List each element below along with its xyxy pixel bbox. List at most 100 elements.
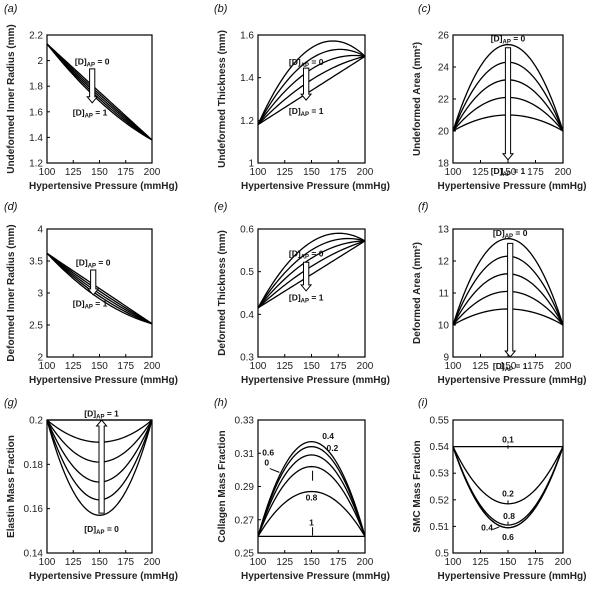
arrow-f <box>504 242 517 358</box>
annotation-i-1: 0.2 <box>502 488 514 498</box>
series-line-3 <box>46 43 153 141</box>
x-tick-label: 100 <box>39 167 56 178</box>
chart-c: 100 125 150 175 200 18 20 22 24 26 (c) Hypertensive… <box>412 3 586 192</box>
y-tick-label: 0.2 <box>29 416 43 427</box>
series-line-2 <box>257 454 366 537</box>
x-tick-label: 125 <box>276 167 293 178</box>
annotation-e-0: [D]AP = 0 <box>289 249 324 261</box>
annotation-i-4: 0.6 <box>502 532 514 542</box>
y-tick-label: 1 <box>248 159 254 170</box>
y-tick-label: 1.2 <box>240 116 254 127</box>
panel-label-e: (e) <box>214 201 228 213</box>
x-axis-label: Hypertensive Pressure (mmHg) <box>438 571 587 582</box>
series-line-0 <box>452 43 564 132</box>
x-tick-label: 175 <box>330 557 347 568</box>
series-line-1 <box>46 43 153 141</box>
x-tick-label: 100 <box>250 557 267 568</box>
y-axis-label: Undeformed Inner Radius (mm) <box>6 24 17 173</box>
y-tick-label: 1.8 <box>29 82 43 93</box>
x-tick-label: 200 <box>555 361 572 372</box>
x-tick-label: 175 <box>527 361 544 372</box>
annotation-d-0: [D]AP = 0 <box>76 257 111 269</box>
series-line-1 <box>257 48 366 125</box>
x-tick-label: 175 <box>117 557 134 568</box>
x-tick-label: 150 <box>91 167 108 178</box>
series-line-3 <box>257 240 366 309</box>
y-tick-label: 0.52 <box>430 495 450 506</box>
y-tick-label: 18 <box>438 159 450 170</box>
y-tick-label: 12 <box>438 257 450 268</box>
x-tick-label: 200 <box>357 167 374 178</box>
series-line-3 <box>46 252 153 325</box>
annotation-b-1: [D]AP = 1 <box>289 106 324 118</box>
annotation-i-3: 0.4 <box>481 522 493 532</box>
y-tick-label: 0.51 <box>430 522 450 533</box>
y-tick-label: 1.6 <box>29 107 43 118</box>
x-axis-label: Hypertensive Pressure (mmHg) <box>29 571 178 582</box>
x-tick-label: 150 <box>303 361 320 372</box>
x-tick-label: 175 <box>330 361 347 372</box>
x-tick-label: 125 <box>276 361 293 372</box>
x-tick-label: 175 <box>527 557 544 568</box>
x-tick-label: 150 <box>500 167 517 178</box>
series-line-5 <box>46 419 153 516</box>
panel-label-b: (b) <box>214 3 228 15</box>
y-tick-label: 1.4 <box>240 73 254 84</box>
series-line-2 <box>46 43 153 141</box>
y-axis-label: Undeformed Area (mm²) <box>412 42 423 156</box>
y-tick-label: 0.53 <box>430 469 450 480</box>
series-line-0 <box>257 232 366 309</box>
label-pointer <box>269 468 280 473</box>
arrow-c <box>501 47 515 161</box>
x-tick-label: 100 <box>39 557 56 568</box>
x-tick-label: 125 <box>65 361 82 372</box>
x-tick-label: 175 <box>527 167 544 178</box>
series-line-2 <box>257 54 366 125</box>
x-tick-label: 125 <box>276 557 293 568</box>
series-line-1 <box>257 445 366 537</box>
chart-g: 100 125 150 175 200 0.14 0.16 0.18 0.2 (g) Hyperte… <box>4 397 178 582</box>
y-axis-label: Collagen Mass Fraction <box>217 430 228 542</box>
annotation-e-1: [D]AP = 1 <box>289 293 324 305</box>
y-tick-label: 24 <box>438 63 450 74</box>
arrow-b <box>300 67 313 101</box>
annotation-c-1: [D]AP = 1 <box>491 166 526 178</box>
y-tick-label: 0.5 <box>240 267 254 278</box>
panel-label-h: (h) <box>214 397 228 409</box>
annotation-g-1: [D]AP = 0 <box>84 524 119 536</box>
x-axis-label: Hypertensive Pressure (mmHg) <box>241 375 390 386</box>
x-tick-label: 125 <box>65 167 82 178</box>
annotation-a-1: [D]AP = 1 <box>73 108 108 120</box>
x-tick-label: 125 <box>472 167 489 178</box>
panel-label-i: (i) <box>418 397 428 409</box>
y-tick-label: 20 <box>438 127 450 138</box>
x-tick-label: 200 <box>555 557 572 568</box>
series-line-0 <box>46 252 153 325</box>
series-line-1 <box>452 446 564 505</box>
annotation-h-4: 0.8 <box>306 493 318 503</box>
y-axis-label: Undeformed Thickness (mm) <box>217 30 228 168</box>
y-axis-label: SMC Mass Fraction <box>412 440 423 532</box>
y-tick-label: 1.2 <box>29 159 43 170</box>
y-tick-label: 1.6 <box>240 31 254 42</box>
y-tick-label: 1.4 <box>29 133 43 144</box>
x-tick-label: 100 <box>250 361 267 372</box>
series-line-2 <box>46 252 153 325</box>
series-line-1 <box>257 237 366 309</box>
arrow-a <box>86 68 99 104</box>
y-tick-label: 4 <box>37 225 43 236</box>
series-line-3 <box>257 55 366 126</box>
y-tick-label: 0.27 <box>235 515 255 526</box>
y-axis-label: Deformed Area (mm²) <box>412 242 423 344</box>
y-tick-label: 3 <box>37 289 43 300</box>
annotation-h-0: 0.4 <box>322 431 334 441</box>
annotation-h-3: 0 <box>264 458 269 468</box>
y-tick-label: 22 <box>438 95 450 106</box>
y-tick-label: 0.55 <box>430 416 450 427</box>
x-tick-label: 200 <box>144 361 161 372</box>
annotation-a-0: [D]AP = 0 <box>75 56 110 68</box>
x-tick-label: 100 <box>445 557 462 568</box>
annotation-f-1: [D]AP = 1 <box>493 361 528 373</box>
y-tick-label: 9 <box>443 353 449 364</box>
panel-label-g: (g) <box>4 397 18 409</box>
